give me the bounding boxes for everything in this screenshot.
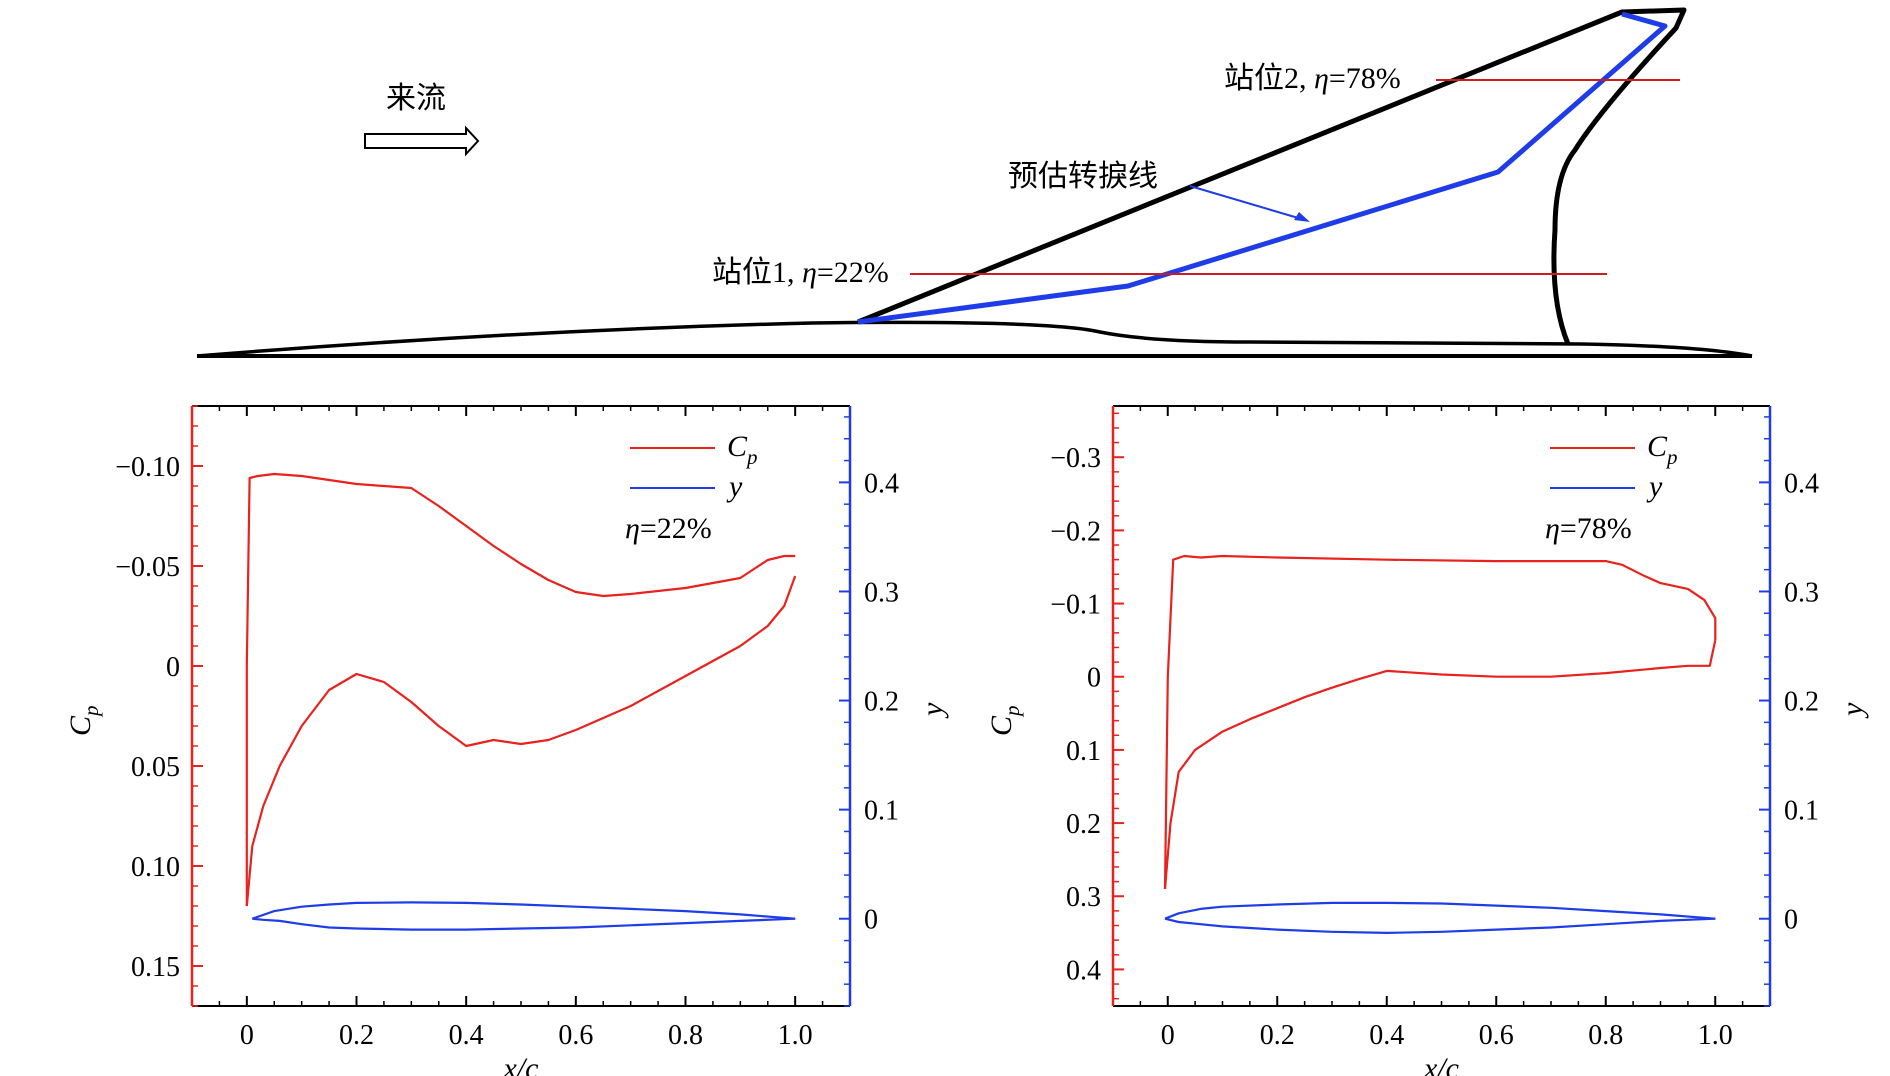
x-tick-label: 0	[1161, 1020, 1175, 1051]
cp-chart-station2: 0 0.2 0.4 0.6 0.8 1.0 −0.3 −0.2 −0.1 0 0.1 0.2 0.3 0.…	[985, 405, 1869, 1076]
right-tick-label: 0	[1784, 905, 1798, 936]
x-tick-label: 1.0	[778, 1020, 813, 1051]
x-tick-label: 1.0	[1698, 1020, 1733, 1051]
wing-outline	[857, 7, 1687, 345]
x-tick-label: 0.2	[339, 1020, 374, 1051]
legend-cp-label: Cp	[727, 430, 758, 469]
x-tick-label: 0.8	[1588, 1020, 1623, 1051]
right-tick-label: 0.1	[1784, 796, 1819, 827]
transition-label: 预估转捩线	[1008, 160, 1158, 193]
right-tick-label: 0.3	[864, 577, 899, 608]
fuselage-outline	[196, 320, 1753, 358]
right-tick-label: 0.2	[1784, 687, 1819, 718]
right-tick-label: 0.3	[1784, 577, 1819, 608]
left-tick-label: 0.4	[1066, 955, 1101, 986]
left-tick-label: −0.3	[1050, 443, 1101, 474]
left-axis-title: Cp	[64, 705, 103, 736]
freestream-label: 来流	[386, 82, 446, 115]
station1-label: 站位1, η=22%	[712, 256, 889, 289]
left-tick-label: 0.15	[131, 952, 180, 983]
eta-annotation: η=78%	[1545, 512, 1632, 545]
left-axis-title: Cp	[985, 705, 1024, 736]
x-tick-label: 0	[240, 1020, 254, 1051]
cp-series-line	[245, 472, 796, 906]
x-tick-label: 0.4	[449, 1020, 484, 1051]
x-axis-title: x/c	[1423, 1052, 1459, 1076]
transition-line	[857, 11, 1668, 325]
airfoil-series-line	[1164, 901, 1716, 920]
left-tick-label: −0.10	[115, 452, 180, 483]
left-tick-label: 0	[1087, 663, 1101, 694]
x-tick-label: 0.6	[558, 1020, 593, 1051]
left-tick-label: 0.3	[1066, 882, 1101, 913]
left-tick-label: −0.05	[115, 552, 180, 583]
right-axis-title: y	[1836, 702, 1869, 719]
freestream-arrow-icon	[364, 125, 480, 157]
cp-series-line	[1163, 639, 1717, 889]
transition-pointer-line	[1189, 185, 1306, 221]
left-tick-label: 0.10	[131, 852, 180, 883]
x-tick-label: 0.4	[1369, 1020, 1404, 1051]
airfoil-series-line	[1164, 917, 1716, 935]
right-tick-label: 0	[864, 905, 878, 936]
right-axis-title: y	[916, 702, 949, 719]
wing-planform: 来流 预估转捩线 站位1, η=22% 站位2, η=78%	[196, 7, 1753, 358]
cp-series-line	[1163, 554, 1717, 889]
left-tick-label: 0.1	[1066, 736, 1101, 767]
airfoil-series-line	[252, 917, 796, 931]
legend-y-label: y	[726, 470, 743, 503]
cp-chart-station1: 0 0.2 0.4 0.6 0.8 1.0−0.10−0.0500.050.100.150…	[64, 405, 949, 1076]
cp-series-line	[245, 575, 797, 907]
right-tick-label: 0.1	[864, 796, 899, 827]
x-tick-label: 0.8	[668, 1020, 703, 1051]
right-tick-label: 0.4	[864, 468, 899, 499]
right-tick-label: 0.2	[864, 687, 899, 718]
left-tick-label: 0.05	[131, 752, 180, 783]
x-tick-label: 0.2	[1260, 1020, 1295, 1051]
left-tick-label: 0.2	[1066, 809, 1101, 840]
transition-pointer-arrow-icon	[1294, 212, 1310, 222]
left-tick-label: 0	[166, 652, 180, 683]
left-tick-label: −0.1	[1050, 590, 1101, 621]
airfoil-series-line	[251, 901, 796, 920]
x-tick-label: 0.6	[1479, 1020, 1514, 1051]
x-axis-title: x/c	[503, 1052, 539, 1076]
left-tick-label: −0.2	[1050, 516, 1101, 547]
eta-annotation: η=22%	[625, 512, 712, 545]
legend-y-label: y	[1646, 470, 1663, 503]
right-tick-label: 0.4	[1784, 468, 1819, 499]
legend-cp-label: Cp	[1647, 430, 1678, 469]
station2-label: 站位2, η=78%	[1224, 62, 1401, 95]
